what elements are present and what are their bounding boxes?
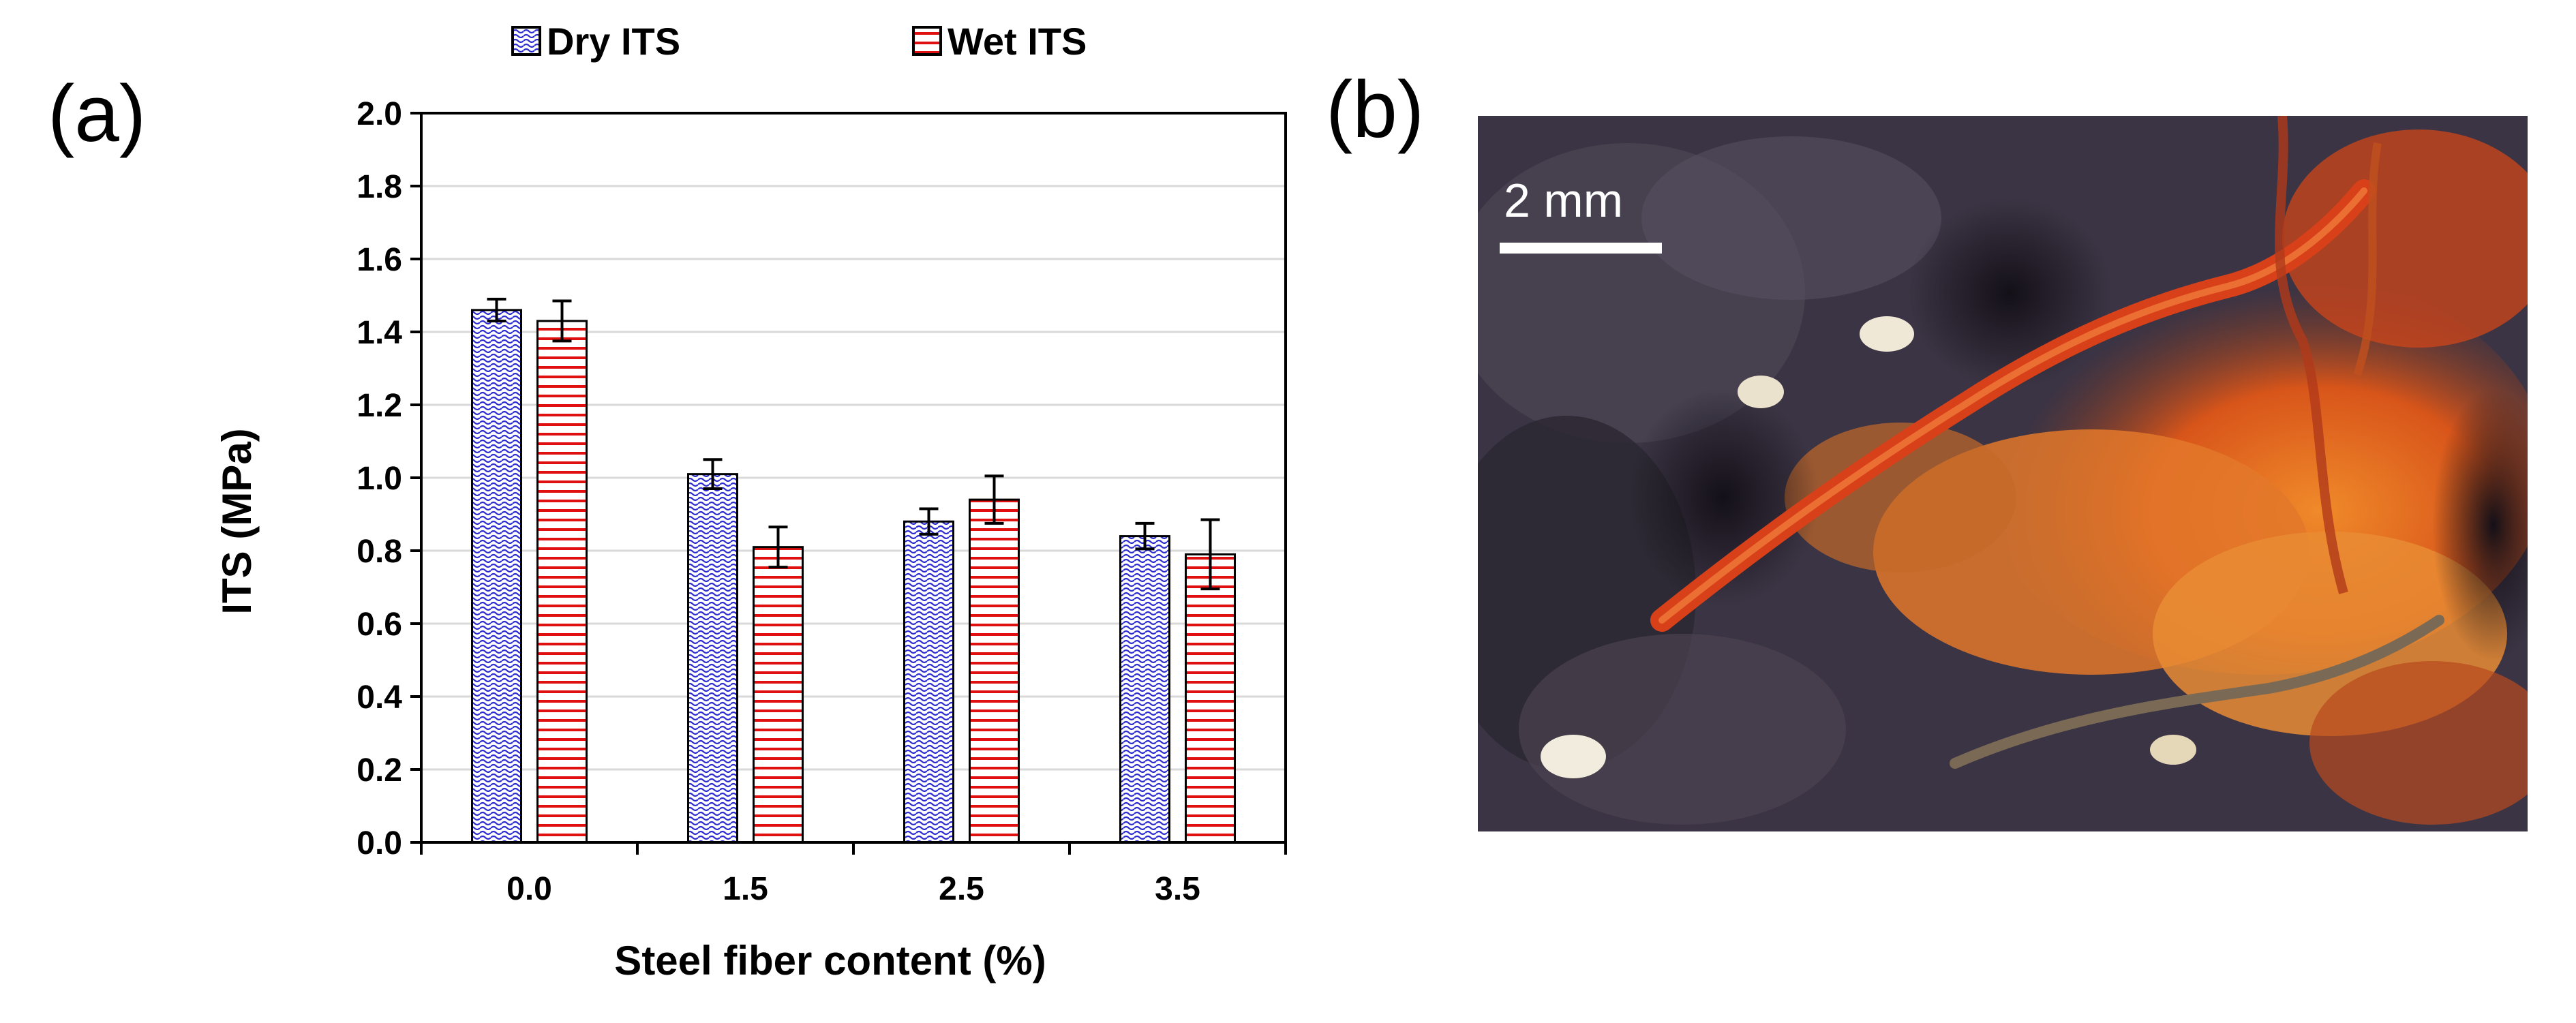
y-tick-label: 0.2 [357, 752, 402, 789]
bars [471, 297, 1236, 844]
panel-label-a: (a) [48, 69, 147, 159]
legend: Dry ITS Wet ITS [511, 20, 1087, 63]
y-tick-label: 2.0 [357, 96, 402, 132]
y-tick-label: 1.2 [357, 388, 402, 424]
bar-dry-0.0 [471, 309, 522, 844]
y-tick-label: 0.0 [357, 825, 402, 861]
y-tick-label: 1.8 [357, 169, 402, 205]
bar-wet-1.5 [753, 546, 804, 844]
legend-swatch-wet [912, 26, 942, 56]
y-tick-label: 0.4 [357, 680, 402, 716]
bar-wet-3.5 [1185, 553, 1236, 844]
y-tick-label: 0.8 [357, 534, 402, 570]
bar-dry-1.5 [687, 473, 738, 844]
y-tick-label: 0.6 [357, 607, 402, 643]
axes [410, 112, 1287, 855]
x-tick-label: 1.5 [723, 871, 768, 907]
x-tick-label: 0.0 [506, 871, 552, 907]
x-tick-label: 2.5 [939, 871, 984, 907]
its-bar-chart: 0.0 0.2 0.4 0.6 0.8 1.0 1.2 1.4 1.6 1.8 2.0 0.0 1.5 2… [214, 20, 1287, 983]
bar-dry-2.5 [903, 520, 954, 844]
steel-fiber-clean [1950, 615, 2444, 769]
y-axis-title: ITS (MPa) [214, 428, 260, 614]
x-tick-label: 3.5 [1155, 871, 1200, 907]
y-tick-label: 1.0 [357, 461, 402, 497]
tick-labels: 0.0 0.2 0.4 0.6 0.8 1.0 1.2 1.4 1.6 1.8 2.0 0.0 1.5 2… [357, 96, 1200, 907]
bar-dry-3.5 [1119, 535, 1170, 844]
legend-label-dry: Dry ITS [547, 20, 680, 63]
x-axis-title: Steel fiber content (%) [614, 938, 1046, 983]
y-tick-label: 1.6 [357, 242, 402, 278]
bar-wet-0.0 [536, 320, 588, 844]
y-tick-label: 1.4 [357, 315, 402, 351]
legend-label-wet: Wet ITS [948, 20, 1087, 63]
bar-wet-2.5 [969, 498, 1020, 844]
scale-bar-label: 2 mm [1504, 174, 1623, 227]
micrograph-photo: 2 mm [1478, 116, 2528, 831]
panel-label-b: (b) [1326, 65, 1425, 155]
legend-swatch-dry [511, 26, 541, 56]
scale-bar [1500, 243, 1662, 254]
